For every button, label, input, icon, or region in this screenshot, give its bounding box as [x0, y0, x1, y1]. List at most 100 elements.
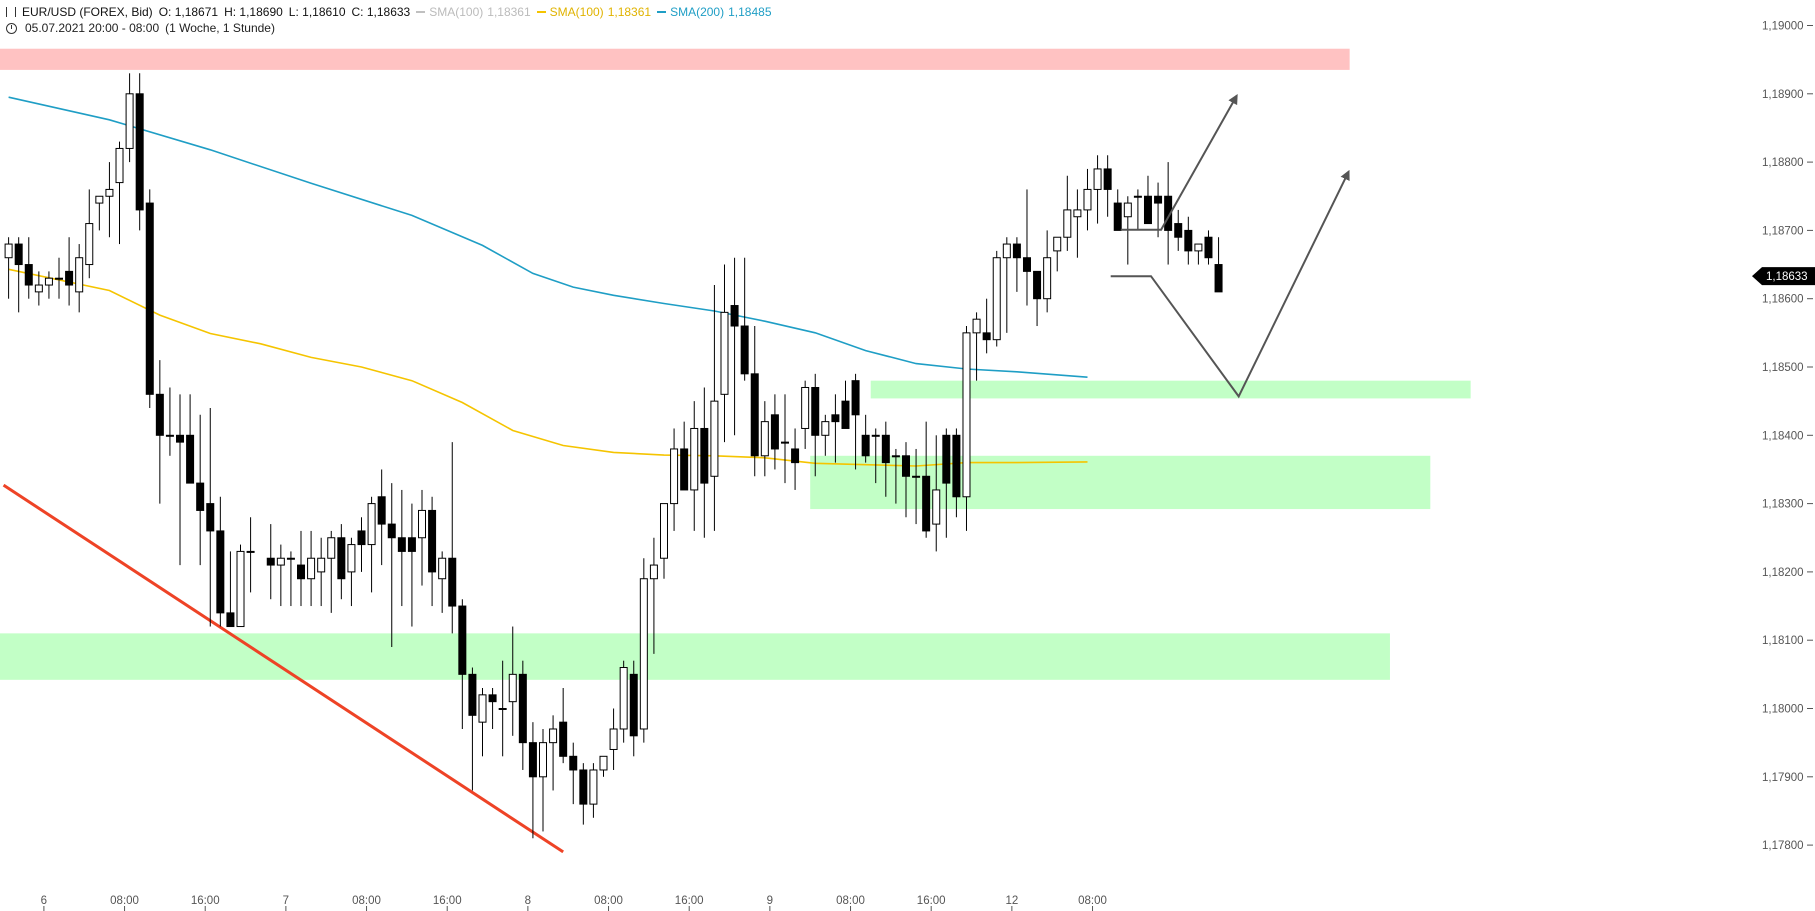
candle-up — [438, 557, 447, 580]
candle-up — [670, 448, 679, 505]
scenario-arrow-1 — [1120, 94, 1238, 231]
y-tick-label: 1,18100 — [1762, 635, 1804, 647]
indicator-value: 1,18361 — [607, 5, 652, 19]
last-price-tag — [1752, 267, 1815, 286]
candle-up — [891, 455, 900, 458]
candle-up — [972, 318, 981, 334]
candle-down — [176, 434, 185, 443]
candle-down — [186, 434, 195, 484]
candle-up — [639, 578, 648, 730]
candle-down — [1154, 195, 1163, 204]
candle-up — [276, 557, 285, 566]
last-price-label: 1,18633 — [1766, 271, 1808, 283]
candle-up — [165, 434, 174, 437]
candle-up — [34, 284, 43, 293]
header-row-ohlc: EUR/USD (FOREX, Bid) O: 1,18671 H: 1,186… — [6, 4, 772, 20]
chart-type-icon[interactable] — [6, 7, 16, 17]
candle-up — [286, 557, 295, 560]
candle-up — [589, 769, 598, 805]
candle-up — [710, 400, 719, 477]
x-tick-label: 16:00 — [917, 895, 946, 907]
candle-down — [377, 496, 386, 525]
candle-down — [297, 564, 306, 580]
y-tick-label: 1,18200 — [1762, 567, 1804, 579]
candle-down — [1113, 202, 1122, 231]
y-tick-label: 1,18800 — [1762, 157, 1804, 169]
clock-icon — [6, 22, 17, 34]
range-label: (1 Woche, 1 Stunde) — [165, 21, 275, 35]
candle-down — [750, 373, 759, 457]
candle-up — [619, 667, 628, 730]
candle-up — [317, 557, 326, 573]
candle-down — [458, 605, 467, 675]
indicator-label: SMA(200) — [670, 5, 725, 19]
candle-up — [780, 441, 789, 444]
candle-down — [1103, 168, 1112, 190]
candle-down — [881, 434, 890, 464]
candle-down — [135, 93, 144, 211]
candle-down — [528, 742, 537, 778]
symbol-label[interactable]: EUR/USD (FOREX, Bid) — [22, 5, 153, 19]
low-value: L: 1,18610 — [288, 5, 346, 19]
candle-up — [962, 332, 971, 498]
scenario-arrows-layer — [1110, 94, 1350, 399]
candle-up — [498, 708, 507, 710]
candle-up — [115, 147, 124, 184]
candle-down — [569, 755, 578, 771]
candle-down — [206, 503, 215, 532]
candle-up — [367, 503, 376, 546]
x-tick-label: 08:00 — [110, 895, 139, 907]
candle-down — [851, 380, 860, 416]
candle-down — [559, 721, 568, 757]
candle-down — [770, 414, 779, 450]
indicator-sma100-yellow[interactable]: SMA(100) 1,18361 — [536, 4, 652, 20]
trendline — [2, 483, 564, 854]
candle-down — [629, 673, 638, 737]
resistance-zone — [0, 48, 1350, 70]
candle-down — [65, 270, 74, 286]
candle-up — [1083, 188, 1092, 211]
y-tick-label: 1,18300 — [1762, 499, 1804, 511]
candle-down — [155, 393, 164, 436]
candle-down — [901, 455, 910, 477]
candle-up — [75, 257, 84, 293]
candle-up — [871, 434, 880, 437]
candle-down — [740, 325, 749, 375]
support-zone — [0, 633, 1390, 680]
y-tick-label: 1,18000 — [1762, 704, 1804, 716]
x-tick-label: 7 — [283, 895, 289, 907]
candle-up — [418, 509, 427, 539]
candle-down — [922, 475, 931, 532]
x-tick-label: 16:00 — [433, 895, 462, 907]
candle-up — [1133, 195, 1142, 198]
candle-down — [468, 673, 477, 716]
candle-up — [1123, 202, 1132, 218]
candle-down — [579, 769, 588, 805]
y-tick-label: 1,18500 — [1762, 362, 1804, 374]
candle-down — [982, 332, 991, 341]
candle-up — [85, 223, 94, 266]
candle-up — [992, 257, 1001, 341]
candle-down — [791, 448, 800, 464]
indicator-sma100-grey[interactable]: SMA(100) 1,18361 — [416, 4, 531, 20]
candle-down — [1174, 223, 1183, 238]
x-tick-label: 08:00 — [594, 895, 623, 907]
candle-up — [246, 550, 255, 553]
candle-down — [14, 243, 23, 266]
indicator-sma200[interactable]: SMA(200) 1,18485 — [657, 4, 772, 20]
candle-up — [125, 93, 134, 149]
candle-down — [428, 509, 437, 573]
candle-down — [730, 305, 739, 327]
candle-down — [1184, 229, 1193, 252]
candle-up — [599, 755, 608, 771]
candle-down — [700, 427, 709, 484]
open-value: O: 1,18671 — [158, 5, 219, 19]
candle-down — [680, 448, 689, 491]
indicator-label: SMA(100) — [549, 5, 604, 19]
zones-layer — [0, 48, 1471, 680]
candle-up — [4, 243, 13, 259]
period-label: 05.07.2021 20:00 - 08:00 — [25, 21, 160, 35]
candle-up — [649, 564, 658, 580]
x-tick-label: 08:00 — [836, 895, 865, 907]
